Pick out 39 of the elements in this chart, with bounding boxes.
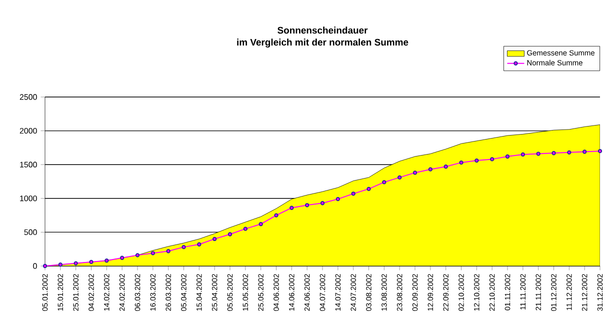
point <box>212 236 217 242</box>
point <box>243 226 248 231</box>
point <box>120 256 124 260</box>
point <box>320 201 325 206</box>
point <box>74 261 78 266</box>
point <box>397 175 402 180</box>
point <box>135 253 140 258</box>
chart-subtitle: im Vergleich mit der normalen Summe <box>237 38 408 48</box>
point <box>58 262 63 267</box>
point <box>428 167 433 172</box>
point <box>582 150 587 154</box>
point <box>336 196 340 202</box>
point <box>197 242 202 246</box>
point <box>505 154 510 159</box>
point <box>42 264 48 268</box>
point <box>444 164 448 169</box>
point <box>459 160 464 165</box>
point <box>274 213 278 218</box>
chart-title: Sonnenscheindauer <box>278 26 368 34</box>
point <box>382 180 386 184</box>
point <box>182 244 186 250</box>
point <box>567 150 572 155</box>
point <box>412 170 418 175</box>
point <box>258 222 263 226</box>
point <box>490 157 494 162</box>
point <box>351 192 356 196</box>
point <box>520 152 526 157</box>
point <box>150 251 156 256</box>
point <box>598 148 602 154</box>
point <box>366 186 371 192</box>
point <box>536 152 540 156</box>
point <box>474 158 479 163</box>
point <box>552 151 556 156</box>
point <box>166 249 170 254</box>
point <box>89 260 94 264</box>
point <box>290 206 294 210</box>
point <box>104 258 109 263</box>
point <box>228 232 232 236</box>
point <box>304 203 310 208</box>
